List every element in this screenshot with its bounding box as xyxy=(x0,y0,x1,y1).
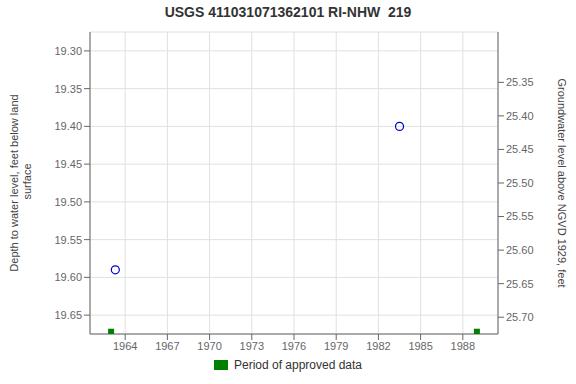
svg-text:1967: 1967 xyxy=(155,340,179,352)
svg-text:19.45: 19.45 xyxy=(54,158,82,170)
svg-text:19.30: 19.30 xyxy=(54,45,82,57)
svg-text:1976: 1976 xyxy=(282,340,306,352)
svg-text:25.45: 25.45 xyxy=(506,143,534,155)
svg-text:19.55: 19.55 xyxy=(54,234,82,246)
svg-text:Depth to water level, feet bel: Depth to water level, feet below land su… xyxy=(8,94,33,271)
svg-text:25.60: 25.60 xyxy=(506,244,534,256)
html-text:USGS 411031071362101 RI-NHW 21: USGS 411031071362101 RI-NHW 219 xyxy=(164,4,412,20)
svg-text:25.35: 25.35 xyxy=(506,76,534,88)
svg-text:1970: 1970 xyxy=(197,340,221,352)
svg-text:25.40: 25.40 xyxy=(506,110,534,122)
svg-text:1988: 1988 xyxy=(451,340,475,352)
svg-text:19.60: 19.60 xyxy=(54,271,82,283)
svg-text:Groundwater level above NGVD 1: Groundwater level above NGVD 1929, feet xyxy=(556,78,568,287)
svg-text:19.35: 19.35 xyxy=(54,83,82,95)
svg-text:1985: 1985 xyxy=(408,340,432,352)
svg-text:25.70: 25.70 xyxy=(506,311,534,323)
svg-text:19.40: 19.40 xyxy=(54,120,82,132)
svg-text:25.50: 25.50 xyxy=(506,177,534,189)
svg-text:19.50: 19.50 xyxy=(54,196,82,208)
svg-text:25.65: 25.65 xyxy=(506,278,534,290)
svg-text:1964: 1964 xyxy=(113,340,137,352)
svg-text:19.65: 19.65 xyxy=(54,309,82,321)
svg-text:1973: 1973 xyxy=(240,340,264,352)
svg-text:1982: 1982 xyxy=(366,340,390,352)
svg-text:25.55: 25.55 xyxy=(506,210,534,222)
svg-text:1979: 1979 xyxy=(324,340,348,352)
html-text:Period of approved data: Period of approved data xyxy=(234,358,362,372)
